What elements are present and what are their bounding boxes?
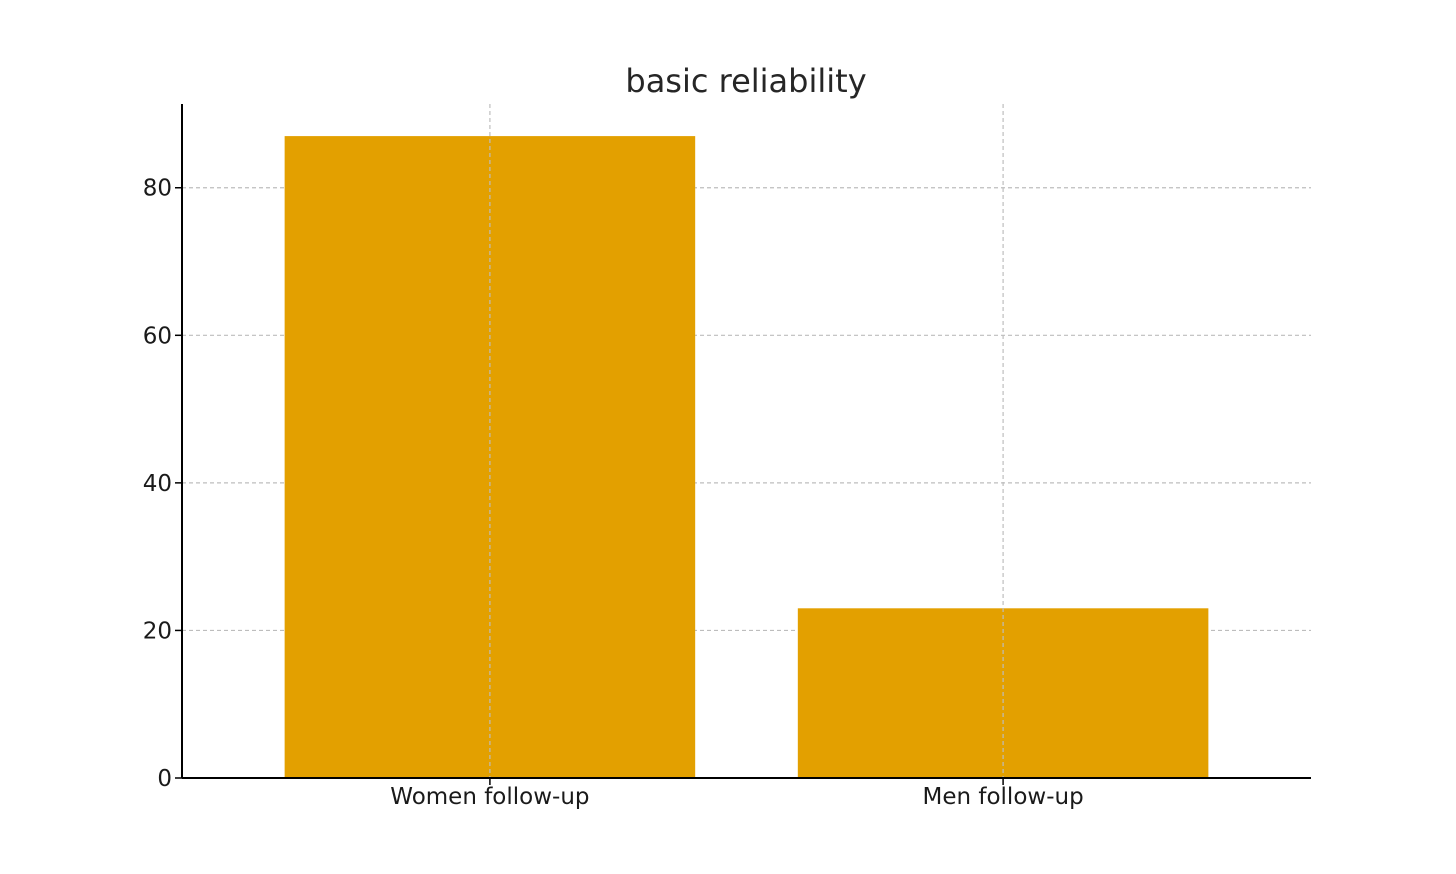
x-tick-label: Women follow-up xyxy=(390,784,589,810)
ticks-layer: 0 20 40 60 80 Women follow-up Men follow-up xyxy=(143,176,1084,810)
y-tick-label: 80 xyxy=(143,176,172,202)
bars-layer xyxy=(284,136,1209,779)
y-tick-label: 0 xyxy=(157,766,172,792)
axes-layer xyxy=(181,104,1311,779)
x-tick-label: Men follow-up xyxy=(922,784,1083,810)
chart-title: basic reliability xyxy=(625,62,866,100)
y-tick-label: 40 xyxy=(143,471,172,497)
y-tick-label: 20 xyxy=(143,618,172,644)
y-tick-label: 60 xyxy=(143,323,172,349)
